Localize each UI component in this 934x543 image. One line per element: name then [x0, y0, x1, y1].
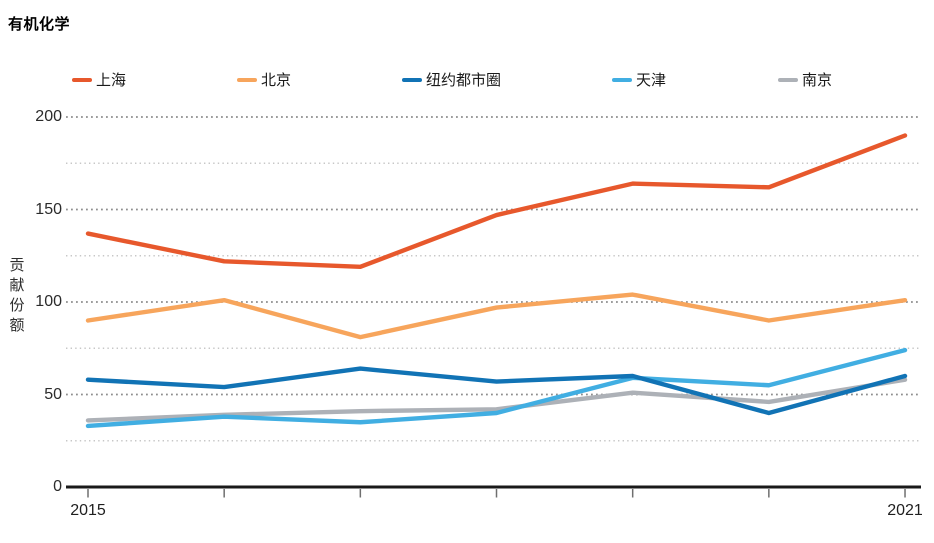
y-axis-title: 贡献份额	[8, 256, 26, 336]
y-tick-label-200: 200	[35, 108, 62, 125]
legend-swatch-icon	[237, 77, 257, 82]
legend-item-2[interactable]: 北京	[237, 71, 292, 89]
x-tick-label-2015: 2015	[70, 502, 106, 519]
legend-label: 北京	[261, 72, 292, 89]
legend-item-3[interactable]: 纽约都市圈	[402, 71, 502, 89]
series-line-北京	[85, 292, 908, 340]
legend-label: 天津	[636, 72, 667, 89]
y-axis-title-char: 献	[9, 277, 25, 294]
legend-label: 上海	[96, 72, 127, 89]
y-axis-title-char: 贡	[9, 257, 25, 274]
y-tick-label-0: 0	[53, 478, 62, 495]
legend-label: 南京	[802, 72, 833, 89]
series-line-纽约都市圈	[85, 366, 908, 416]
legend-swatch-icon	[612, 77, 632, 82]
legend-item-5[interactable]: 南京	[778, 71, 833, 89]
legend-swatch-icon	[72, 77, 92, 82]
legend-item-1[interactable]: 上海	[72, 71, 127, 89]
legend-swatch-icon	[778, 77, 798, 82]
y-axis-title-char: 额	[9, 317, 25, 334]
y-tick-label-150: 150	[35, 200, 62, 218]
y-tick-label-50: 50	[44, 385, 62, 403]
series-line-天津	[85, 347, 908, 429]
legend-swatch-icon	[402, 77, 422, 82]
x-tick-label-2021: 2021	[887, 502, 923, 519]
y-axis-title-char: 份	[9, 297, 25, 314]
legend-label: 纽约都市圈	[426, 72, 502, 89]
chart-title: 有机化学	[8, 16, 71, 33]
series-line-上海	[85, 133, 908, 270]
y-tick-label-100: 100	[35, 293, 62, 310]
legend-item-4[interactable]: 天津	[612, 71, 667, 89]
